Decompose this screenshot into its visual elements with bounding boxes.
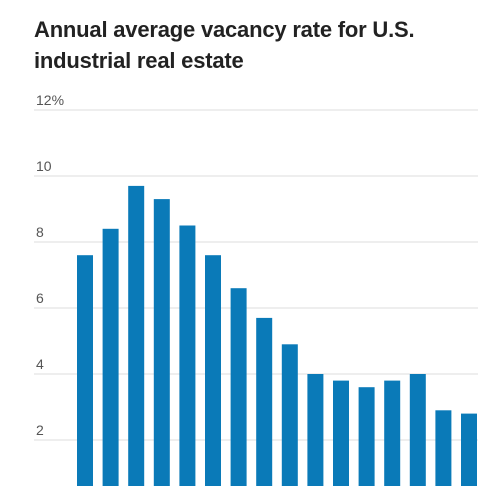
y-tick-label-10: 10: [36, 158, 52, 174]
bar-13: [384, 380, 401, 486]
bar-2: [102, 228, 119, 486]
y-tick-label-2: 2: [36, 422, 44, 438]
bar-7: [230, 288, 247, 486]
bar-1: [77, 255, 93, 486]
y-tick-label-12: 12%: [36, 92, 64, 108]
bar-14: [409, 374, 426, 486]
bar-9: [281, 344, 298, 486]
y-tick-label-6: 6: [36, 290, 44, 306]
bar-12: [358, 387, 375, 486]
bar-6: [205, 255, 221, 486]
bar-4: [153, 199, 170, 486]
y-tick-label-8: 8: [36, 224, 44, 240]
bar-16: [461, 413, 477, 486]
y-tick-labels: 2 4 6 8 10 12%: [36, 92, 64, 438]
bar-8: [256, 317, 273, 486]
y-tick-label-4: 4: [36, 356, 44, 372]
bar-3: [128, 185, 145, 486]
bars: [77, 185, 477, 486]
bar-11: [333, 380, 349, 486]
bar-10: [307, 374, 324, 486]
chart-title: Annual average vacancy rate for U.S. ind…: [34, 17, 415, 73]
bar-5: [179, 225, 196, 486]
bar-15: [435, 410, 452, 486]
